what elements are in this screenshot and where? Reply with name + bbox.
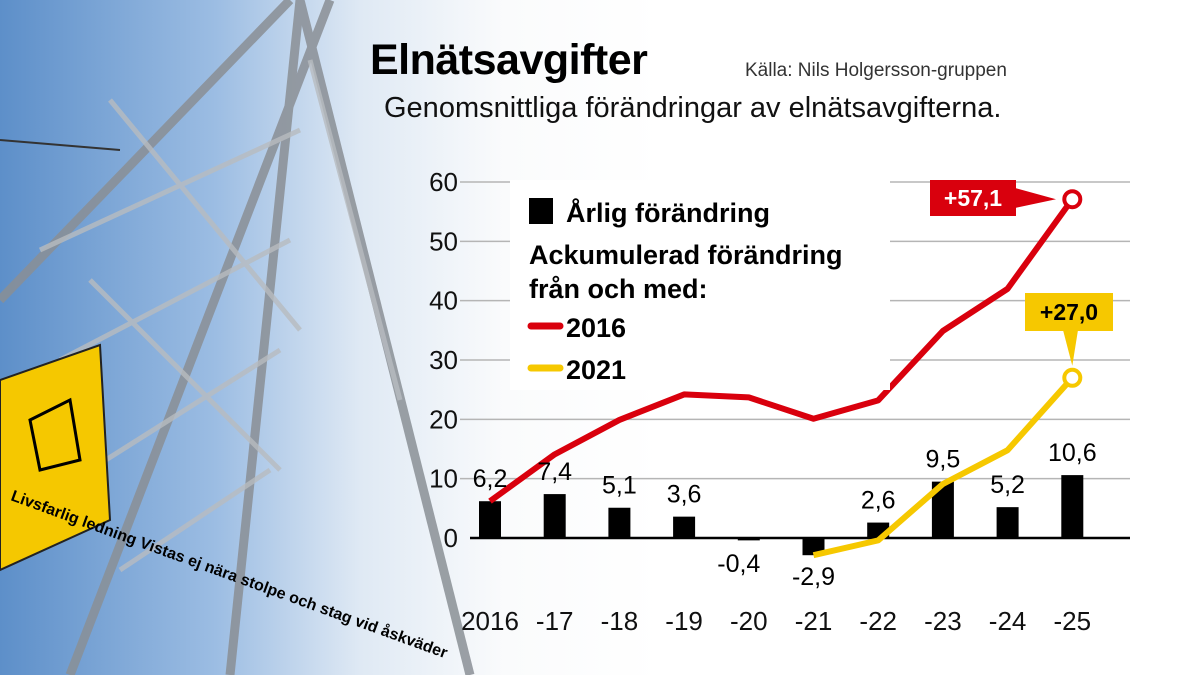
bar-value-label: 6,2 — [473, 465, 508, 493]
x-tick-label: -21 — [795, 606, 833, 636]
callout-box-2021 — [1025, 293, 1113, 331]
legend-2016-label: 2016 — [566, 313, 626, 343]
bar-value-label: 3,6 — [667, 481, 702, 509]
bar — [737, 538, 760, 541]
legend-2021-label: 2021 — [566, 355, 626, 385]
x-tick-label: -17 — [536, 606, 574, 636]
x-tick-label: -22 — [859, 606, 897, 636]
series-line-2016 — [488, 197, 1075, 504]
x-tick-label: -19 — [665, 606, 703, 636]
bar-value-label: 2,6 — [861, 487, 896, 515]
x-tick-label: -18 — [601, 606, 639, 636]
x-tick-label: -23 — [924, 606, 962, 636]
y-tick-label: 20 — [429, 404, 458, 434]
bar — [1061, 475, 1084, 538]
bar — [543, 494, 566, 538]
bar-value-label: -2,9 — [792, 563, 835, 591]
bar — [479, 501, 501, 538]
bar — [996, 507, 1019, 538]
bar-value-label: -0,4 — [717, 550, 760, 578]
y-tick-label: 10 — [429, 464, 458, 494]
y-tick-label: 50 — [429, 226, 458, 256]
bar-value-label: 7,4 — [537, 458, 572, 486]
callout-pointer-2021 — [1063, 330, 1078, 366]
y-tick-label: 60 — [429, 167, 458, 197]
callout-pointer-2016 — [1015, 188, 1056, 208]
bar — [608, 507, 631, 538]
end-marker-2021 — [1062, 367, 1083, 388]
y-tick-label: 40 — [429, 286, 458, 316]
x-tick-label: -25 — [1054, 606, 1092, 636]
legend-heading-1: Ackumulerad förändring — [529, 240, 843, 270]
x-tick-label: 2016 — [461, 606, 519, 636]
chart-subtitle: Genomsnittliga förändringar av elnätsavg… — [384, 92, 1002, 124]
chart-source: Källa: Nils Holgersson-gruppen — [745, 60, 1007, 81]
bar-value-label: 9,5 — [926, 446, 961, 474]
callout-label-2021: +27,0 — [1040, 299, 1098, 325]
legend-bar-swatch — [529, 198, 553, 224]
bar — [931, 481, 954, 538]
chart-title: Elnätsavgifter — [370, 36, 648, 84]
callout-box-2016 — [930, 180, 1016, 216]
y-tick-label: 30 — [429, 345, 458, 375]
bar-value-label: 10,6 — [1048, 439, 1097, 467]
callout-label-2016: +57,1 — [944, 185, 1002, 211]
legend-heading-2: från och med: — [529, 274, 708, 304]
x-tick-label: -24 — [989, 606, 1027, 636]
bar-value-label: 5,1 — [602, 472, 637, 500]
bar — [673, 516, 696, 538]
series-line-2021 — [812, 375, 1075, 559]
y-tick-label: 0 — [444, 523, 458, 553]
legend-bars-label: Årlig förändring — [566, 197, 770, 228]
x-tick-label: -20 — [730, 606, 768, 636]
end-marker-2016 — [1062, 189, 1083, 210]
legend: Årlig förändring Ackumulerad förändring … — [510, 180, 890, 390]
bar-value-label: 5,2 — [990, 471, 1025, 499]
